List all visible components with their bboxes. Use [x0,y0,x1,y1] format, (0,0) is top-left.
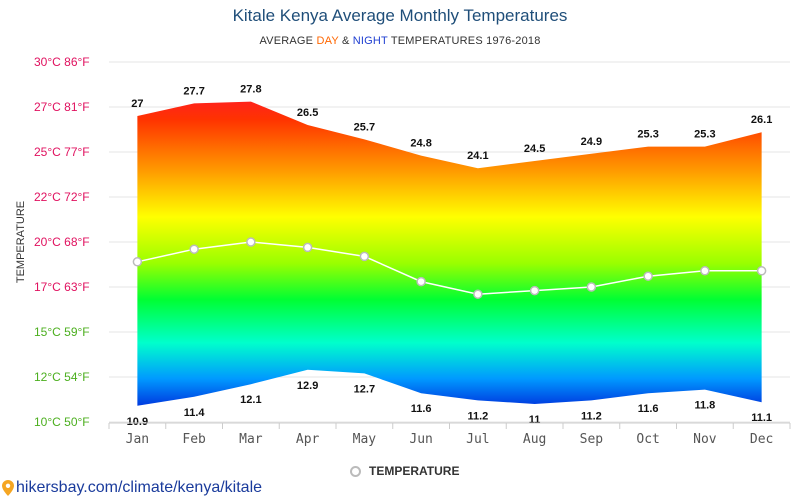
night-value-label: 11.6 [638,403,659,415]
source-link[interactable]: hikersbay.com/climate/kenya/kitale [2,479,262,497]
x-tick-label: Apr [296,432,320,447]
y-axis-tick-labels: 30°C 86°F 27°C 81°F 25°C 77°F 22°C 72°F 20°C… [34,55,90,429]
average-line [137,241,762,295]
night-value-label: 12.9 [297,380,318,392]
subtitle-prefix: AVERAGE [259,35,317,47]
average-point[interactable] [473,289,483,299]
y-tick-label: 25°C 77°F [34,145,90,159]
day-value-label: 25.7 [354,121,375,133]
night-value-label: 12.1 [240,394,261,406]
average-point[interactable] [586,282,597,292]
subtitle-amp: & [338,35,353,47]
legend[interactable]: TEMPERATURE [350,464,459,478]
average-point[interactable] [756,266,767,276]
day-night-range-area [137,101,762,406]
day-value-label: 27 [131,98,143,110]
night-value-label: 11.6 [411,403,432,415]
legend-circle-icon [350,465,361,477]
night-value-label: 11 [529,414,541,426]
x-tick-label: Aug [523,432,546,447]
day-value-label: 25.3 [694,129,715,141]
average-point[interactable] [359,251,370,262]
average-point[interactable] [416,276,426,287]
average-point[interactable] [700,266,710,276]
subtitle-suffix: TEMPERATURES 1976-2018 [387,35,541,47]
x-tick-label: Jan [126,432,149,447]
average-point[interactable] [529,285,540,296]
average-point[interactable] [132,257,143,267]
y-tick-label: 10°C 50°F [34,415,90,429]
average-point[interactable] [246,237,256,247]
night-value-label: 11.1 [751,412,772,424]
subtitle-night: NIGHT [352,35,388,47]
day-value-label: 26.1 [751,114,772,126]
night-value-label: 10.9 [127,416,148,428]
y-tick-label: 20°C 68°F [34,235,90,249]
x-tick-label: Jul [466,432,489,447]
night-value-label: 11.2 [467,410,488,422]
data-labels: 27 27.7 27.8 26.5 25.7 24.8 24.1 24.5 24.9 25.3 25… [127,84,773,428]
day-value-label: 24.1 [467,150,488,162]
x-axis: Jan Feb Mar Apr May Jun Jul Aug Sep Oct Nov Dec [108,422,791,447]
x-tick-label: Nov [693,432,717,447]
y-tick-label: 30°C 86°F [34,55,90,69]
x-tick-label: May [353,432,377,447]
x-tick-label: Mar [239,432,263,447]
chart-subtitle: AVERAGE DAY & NIGHT TEMPERATURES 1976-20… [0,35,800,47]
day-value-label: 27.7 [183,85,204,97]
night-value-label: 12.7 [354,383,375,395]
average-point[interactable] [302,242,313,253]
y-tick-label: 12°C 54°F [34,370,90,384]
map-pin-icon [2,480,14,496]
source-text: hikersbay.com/climate/kenya/kitale [16,479,263,496]
night-value-label: 11.8 [694,400,715,412]
day-value-label: 27.8 [240,84,261,96]
y-axis-label: TEMPERATURE [15,201,27,283]
day-value-label: 24.9 [581,136,602,148]
y-tick-label: 17°C 63°F [34,280,90,294]
average-temperature-series [132,237,767,299]
x-tick-label: Sep [580,432,604,447]
x-tick-label: Jun [409,432,432,447]
x-tick-label: Feb [182,432,206,447]
night-value-label: 11.4 [184,407,206,419]
x-tick-label: Dec [750,432,773,447]
legend-label: TEMPERATURE [369,464,460,478]
x-tick-label: Oct [636,432,659,447]
subtitle-day: DAY [316,35,339,47]
day-value-label: 25.3 [637,129,658,141]
night-value-label: 11.2 [581,410,602,422]
day-value-label: 24.5 [524,143,545,155]
day-value-label: 26.5 [297,107,318,119]
day-value-label: 24.8 [410,138,431,150]
y-tick-label: 27°C 81°F [34,100,90,114]
average-point[interactable] [643,271,653,281]
y-tick-label: 15°C 59°F [34,325,90,339]
average-point[interactable] [189,244,199,254]
chart-title: Kitale Kenya Average Monthly Temperature… [232,6,568,25]
y-tick-label: 22°C 72°F [34,190,90,204]
